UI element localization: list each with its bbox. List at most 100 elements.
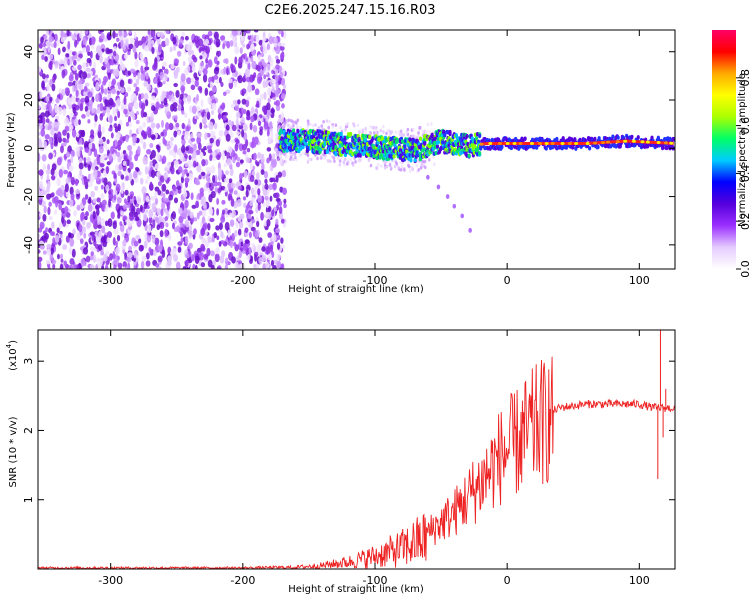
noise-cell bbox=[218, 50, 222, 57]
noise-cell bbox=[161, 94, 165, 100]
signal-cell bbox=[467, 153, 471, 158]
noise-cell bbox=[221, 151, 225, 161]
svg-text:(x104): (x104) bbox=[5, 340, 19, 371]
noise-cell bbox=[127, 86, 132, 93]
noise-cell bbox=[65, 87, 70, 92]
noise-cell bbox=[171, 211, 177, 220]
noise-cell bbox=[237, 228, 242, 236]
halo-cell bbox=[334, 123, 338, 127]
noise-cell bbox=[79, 238, 84, 244]
noise-cell bbox=[115, 246, 121, 255]
noise-cell bbox=[115, 85, 118, 92]
noise-cell bbox=[62, 129, 67, 136]
noise-cell bbox=[257, 76, 262, 85]
noise-cell bbox=[249, 174, 255, 183]
noise-cell bbox=[150, 196, 156, 201]
halo-cell bbox=[393, 164, 397, 169]
noise-cell bbox=[144, 45, 149, 52]
noise-cell bbox=[271, 92, 276, 98]
noise-cell bbox=[170, 137, 174, 142]
noise-cell bbox=[161, 249, 166, 258]
noise-cell bbox=[106, 237, 111, 244]
noise-cell bbox=[122, 266, 126, 269]
noise-cell bbox=[198, 65, 203, 75]
noise-cell bbox=[60, 145, 64, 154]
noise-cell bbox=[38, 169, 44, 176]
noise-cell bbox=[69, 258, 75, 265]
noise-cell bbox=[117, 262, 123, 269]
signal-peak bbox=[529, 141, 534, 145]
noise-cell bbox=[115, 240, 119, 247]
halo-cell bbox=[432, 162, 436, 167]
noise-cell bbox=[180, 145, 186, 153]
noise-cell bbox=[174, 115, 178, 121]
signal-peak bbox=[663, 141, 668, 145]
noise-cell bbox=[65, 177, 70, 185]
signal-peak bbox=[631, 139, 636, 143]
noise-cell bbox=[180, 212, 186, 218]
noise-cell bbox=[143, 202, 148, 210]
halo-cell bbox=[306, 124, 309, 129]
noise-cell bbox=[151, 46, 155, 55]
noise-cell bbox=[134, 154, 139, 162]
noise-cell bbox=[143, 240, 148, 249]
halo-cell bbox=[328, 119, 331, 124]
noise-cell bbox=[249, 256, 253, 262]
noise-cell bbox=[117, 144, 121, 151]
noise-cell bbox=[112, 237, 116, 246]
noise-cell bbox=[231, 30, 237, 37]
noise-cell bbox=[177, 246, 182, 253]
noise-cell bbox=[85, 110, 91, 118]
noise-cell bbox=[266, 102, 271, 111]
noise-cell bbox=[85, 147, 89, 154]
colorbar-tick-label: 0.8 bbox=[739, 69, 750, 87]
noise-cell bbox=[141, 36, 146, 45]
noise-cell bbox=[133, 240, 139, 247]
snr-frame bbox=[37, 329, 676, 570]
noise-cell bbox=[131, 205, 136, 214]
noise-cell bbox=[47, 206, 51, 216]
noise-cell bbox=[221, 209, 226, 215]
noise-cell bbox=[195, 106, 201, 112]
noise-cell bbox=[208, 207, 214, 216]
snr-xtick-label: -300 bbox=[98, 574, 123, 587]
noise-cell bbox=[223, 207, 229, 215]
noise-cell bbox=[275, 59, 281, 64]
noise-cell bbox=[262, 62, 268, 68]
noise-cell bbox=[119, 221, 123, 227]
noise-cell bbox=[107, 218, 113, 228]
noise-cell bbox=[143, 92, 149, 102]
noise-cell bbox=[99, 163, 105, 168]
noise-cell bbox=[142, 141, 147, 150]
noise-cell bbox=[191, 66, 196, 72]
noise-cell bbox=[205, 57, 209, 64]
noise-cell bbox=[84, 95, 90, 104]
spectrogram-xtick-label: -300 bbox=[98, 274, 123, 287]
noise-cell bbox=[282, 187, 287, 196]
noise-cell bbox=[201, 216, 206, 225]
signal-cell bbox=[509, 145, 513, 151]
noise-cell bbox=[112, 152, 117, 161]
noise-cell bbox=[83, 176, 87, 186]
noise-cell bbox=[99, 258, 103, 267]
noise-cell bbox=[122, 160, 127, 167]
noise-cell bbox=[109, 114, 113, 124]
noise-cell bbox=[53, 121, 59, 128]
noise-cell bbox=[270, 108, 275, 114]
noise-cell bbox=[201, 210, 207, 217]
signal-cell bbox=[325, 149, 330, 155]
noise-cell bbox=[199, 87, 203, 94]
signal-cell bbox=[361, 133, 365, 138]
noise-cell bbox=[209, 137, 214, 144]
noise-cell bbox=[165, 222, 169, 228]
noise-cell bbox=[130, 37, 135, 44]
halo-cell bbox=[338, 162, 342, 167]
noise-cell bbox=[250, 34, 254, 43]
noise-cell bbox=[179, 231, 184, 238]
noise-cell bbox=[95, 81, 100, 91]
noise-cell bbox=[112, 30, 116, 39]
noise-cell bbox=[273, 43, 277, 48]
noise-cell bbox=[129, 129, 133, 138]
noise-cell bbox=[68, 264, 74, 269]
